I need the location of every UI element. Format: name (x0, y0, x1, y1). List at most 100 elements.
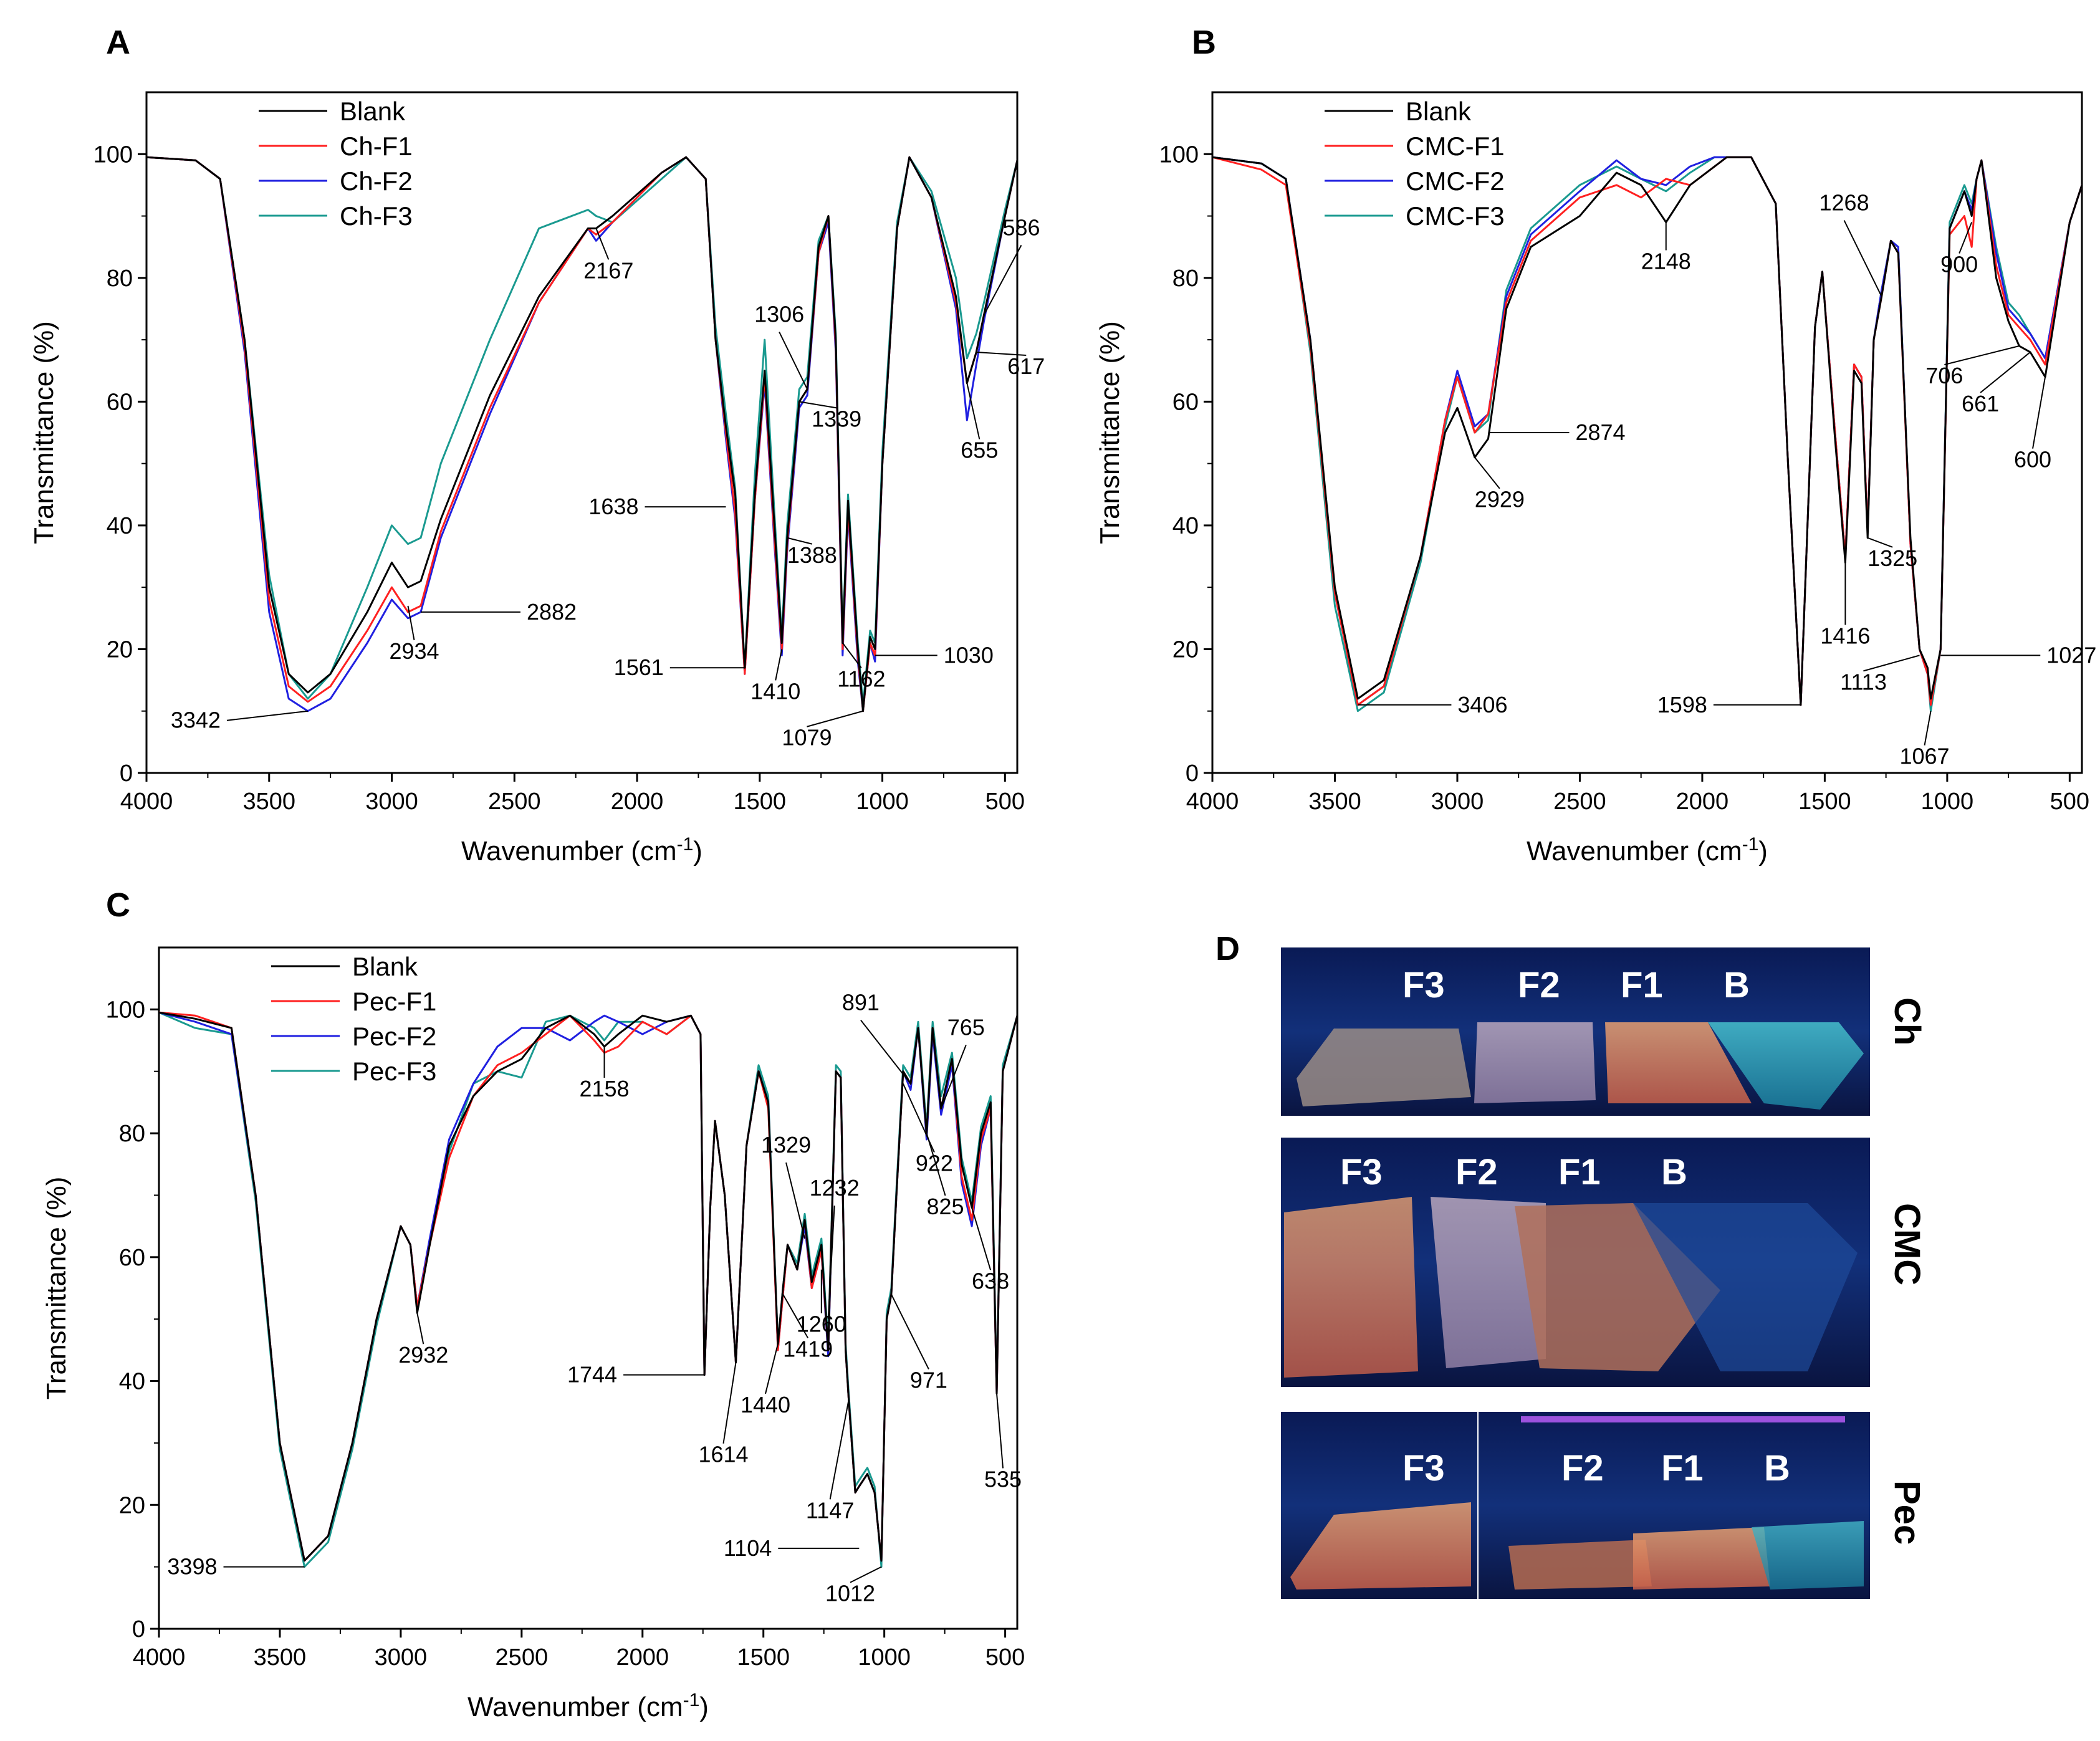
photo-row-ch: F3 F2 F1 B Ch (1281, 947, 1927, 1116)
x-tick-label: 2500 (488, 789, 541, 815)
annotation-leader (595, 228, 610, 260)
peak-annotation: 2934 (389, 638, 439, 664)
peak-annotation: 1113 (1840, 669, 1887, 694)
y-tick-label: 80 (119, 1121, 145, 1147)
series-line-ch-f2 (146, 156, 1017, 712)
photo-label: F2 (1455, 1152, 1498, 1192)
y-tick-label: 40 (107, 513, 133, 539)
x-tick-label: 500 (985, 1644, 1025, 1671)
peak-annotation: 1419 (783, 1336, 833, 1361)
film-f2 (1431, 1197, 1546, 1368)
legend-entry: Ch-F1 (340, 132, 413, 161)
annotation-leader (983, 244, 1022, 315)
legend-entry: Pec-F2 (352, 1022, 436, 1051)
photo-label: F2 (1561, 1448, 1604, 1489)
photo-label: B (1724, 965, 1750, 1005)
x-tick-label: 1500 (734, 789, 787, 815)
y-tick-label: 20 (119, 1492, 145, 1518)
peak-annotation: 1388 (787, 542, 837, 568)
annotation-leader (903, 1083, 935, 1153)
annotation-leader (1867, 537, 1893, 548)
y-tick-label: 100 (106, 997, 145, 1023)
peak-annotation: 825 (927, 1194, 964, 1219)
peak-annotation: 1440 (741, 1392, 790, 1417)
legend-entry: CMC-F2 (1406, 166, 1505, 196)
x-axis-label: Wavenumber (cm-1) (1527, 834, 1768, 866)
annotation-leader (407, 605, 415, 641)
photo-label: F1 (1621, 965, 1663, 1005)
film-f3 (1284, 1197, 1418, 1378)
uv-lamp (1521, 1416, 1845, 1422)
photo-row-label: Pec (1887, 1480, 1927, 1545)
annotation-leader (966, 383, 980, 439)
film-b (1708, 1022, 1864, 1110)
peak-annotation: 638 (972, 1268, 1009, 1293)
peak-annotation: 3342 (171, 707, 221, 733)
y-tick-label: 40 (1172, 513, 1199, 539)
peak-annotation: 1162 (837, 666, 885, 692)
photo-label: F1 (1661, 1448, 1704, 1489)
x-tick-label: 3500 (254, 1644, 307, 1671)
x-tick-label: 2000 (611, 789, 664, 815)
annotation-leader (827, 1206, 835, 1320)
peak-annotation: 1638 (588, 494, 638, 519)
legend-entry: Blank (1406, 97, 1472, 126)
peak-annotation: 1329 (761, 1132, 811, 1158)
x-tick-label: 4000 (1186, 789, 1239, 815)
peak-annotation: 661 (1962, 391, 1999, 416)
annotation-leader (226, 710, 309, 721)
peak-annotation: 1232 (810, 1175, 860, 1201)
peak-annotation: 1339 (812, 406, 861, 431)
annotation-leader (787, 537, 813, 545)
y-tick-label: 100 (93, 141, 133, 168)
peak-annotation: 1147 (806, 1497, 854, 1523)
peak-annotation: 2932 (398, 1342, 448, 1368)
x-tick-label: 2000 (616, 1644, 669, 1671)
peak-annotation: 1325 (1867, 545, 1917, 571)
x-tick-label: 4000 (133, 1644, 186, 1671)
x-tick-label: 2500 (1553, 789, 1606, 815)
annotation-leader (785, 1162, 806, 1239)
annotation-leader (1944, 345, 2020, 365)
y-axis-label: Transmittance (%) (29, 321, 59, 544)
x-tick-label: 4000 (120, 789, 173, 815)
peak-annotation: 1012 (825, 1581, 875, 1606)
x-tick-label: 1000 (856, 789, 909, 815)
peak-annotation: 1104 (724, 1535, 772, 1561)
x-axis-label: Wavenumber (cm-1) (461, 834, 702, 866)
film-f3 (1290, 1502, 1471, 1590)
peak-annotation: 1030 (944, 642, 994, 668)
photo-label: F3 (1402, 1448, 1445, 1489)
series-line-blank (159, 1011, 1017, 1562)
annotation-leader (860, 1019, 911, 1085)
y-axis-label: Transmittance (%) (41, 1177, 72, 1400)
film-f1 (1633, 1527, 1770, 1590)
series-line-ch-f1 (146, 156, 1017, 712)
peak-annotation: 1410 (750, 678, 800, 704)
peak-annotation: 1306 (754, 302, 804, 327)
annotation-leader (765, 1343, 779, 1394)
chart-panel-c: 4000 3500 3000 2500 2000 1500 1000 500 0 20 40 60 80… (41, 946, 1025, 1722)
peak-annotation: 3406 (1457, 692, 1507, 717)
photo-row-cmc: F3 F2 F1 B CMC (1281, 1138, 1927, 1387)
peak-annotation: 891 (842, 990, 880, 1015)
annotation-leader (782, 1293, 809, 1338)
peak-annotation: 1079 (782, 725, 832, 751)
photo-row-label: CMC (1887, 1203, 1927, 1285)
x-tick-label: 1000 (858, 1644, 911, 1671)
film-f3 (1297, 1029, 1471, 1106)
annotation-leader (971, 1207, 992, 1270)
y-tick-label: 80 (1172, 266, 1199, 292)
peak-annotation: 1614 (698, 1442, 748, 1467)
legend-entry: Ch-F3 (340, 201, 413, 231)
x-tick-label: 3500 (1308, 789, 1361, 815)
peak-annotation: 2929 (1475, 487, 1525, 512)
x-tick-label: 3500 (242, 789, 295, 815)
y-tick-label: 0 (1186, 760, 1199, 787)
peak-annotation: 1561 (614, 655, 664, 680)
annotation-leader (850, 1566, 882, 1583)
panel-letter-a: A (106, 24, 130, 61)
legend-entry: Blank (352, 952, 418, 981)
peak-annotation: 1416 (1820, 623, 1870, 648)
